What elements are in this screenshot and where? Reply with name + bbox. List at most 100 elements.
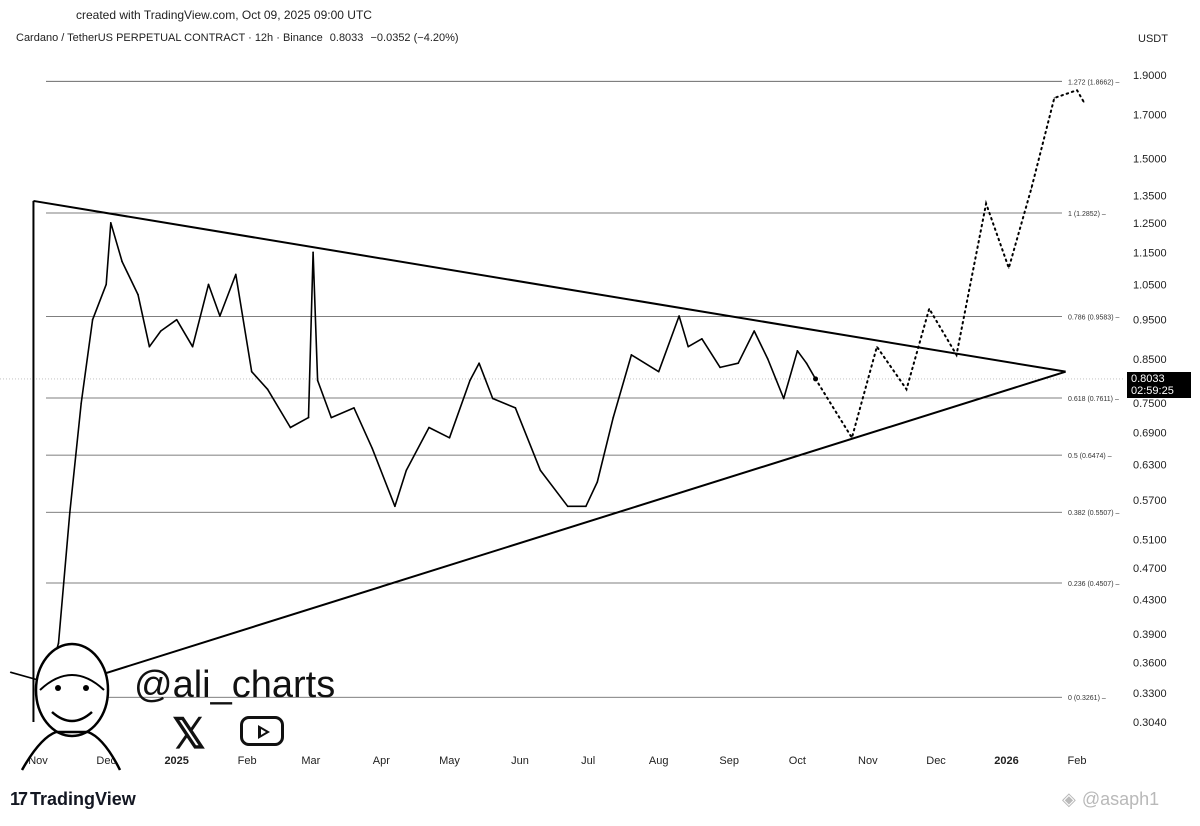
fib-level-label: 0 (0.3261) – — [1068, 695, 1106, 702]
price-point — [767, 358, 769, 360]
price-point — [719, 366, 721, 369]
projection-point — [955, 354, 958, 356]
price-point — [80, 402, 82, 404]
x-tick-label: Jun — [511, 755, 529, 767]
x-tick-label: Feb — [1068, 755, 1087, 767]
x-logo-icon: 𝕏 — [172, 710, 206, 757]
y-tick-label: 1.5000 — [1133, 153, 1167, 165]
y-tick-label: 1.7000 — [1133, 109, 1167, 121]
author-handle: @ali_charts — [134, 664, 336, 706]
fib-level-label: 0.382 (0.5507) – — [1068, 510, 1119, 517]
fib-level-label: 1.272 (1.8662) – — [1068, 79, 1119, 86]
price-point — [469, 379, 471, 382]
fib-level-label: 0.236 (0.4507) – — [1068, 581, 1119, 588]
projection-point — [876, 346, 878, 348]
price-point — [657, 370, 660, 373]
price-point — [312, 251, 314, 254]
price-point — [596, 481, 599, 483]
triangle-lower-line — [42, 370, 1066, 694]
price-point — [585, 505, 587, 508]
y-tick-label: 0.4700 — [1133, 563, 1167, 575]
price-point — [805, 362, 808, 364]
y-tick-label: 0.5700 — [1133, 495, 1167, 507]
projection-point — [1076, 89, 1078, 91]
price-point — [478, 362, 480, 364]
fib-level-label: 0.786 (0.9583) – — [1068, 315, 1119, 322]
x-tick-label: Aug — [649, 755, 669, 767]
projection-point — [928, 308, 930, 310]
triangle-upper-line — [33, 199, 1066, 373]
x-tick-label: 2025 — [164, 755, 188, 767]
x-tick-label: Oct — [789, 755, 806, 767]
y-tick-label: 0.9500 — [1133, 315, 1167, 327]
fib-level-label: 0.5 (0.6474) – — [1068, 453, 1112, 460]
y-tick-label: 0.6300 — [1133, 460, 1167, 472]
x-tick-label: May — [439, 755, 460, 767]
watermark-icon: ◈ — [1062, 789, 1076, 809]
x-tick-label: Apr — [373, 755, 390, 767]
price-point — [428, 426, 430, 429]
price-point — [630, 354, 633, 356]
price-point — [514, 407, 517, 409]
tradingview-logo-text: TradingView — [30, 789, 136, 809]
price-point — [207, 283, 210, 286]
price-point — [137, 293, 139, 296]
y-tick-label: 1.2500 — [1133, 218, 1167, 230]
price-point — [701, 338, 703, 340]
y-tick-label: 0.3900 — [1133, 629, 1167, 641]
symbol-header[interactable]: Cardano / TetherUS PERPETUAL CONTRACT · … — [16, 32, 463, 44]
chart-caption: created with TradingView.com, Oct 09, 20… — [76, 8, 372, 22]
price-point — [678, 315, 680, 317]
x-tick-label: Sep — [719, 755, 739, 767]
price-point — [289, 426, 292, 429]
symbol-label: Cardano / TetherUS PERPETUAL CONTRACT · … — [16, 32, 323, 44]
y-tick-label: 1.1500 — [1133, 247, 1167, 259]
x-tick-label: Nov — [858, 755, 878, 767]
currency-label[interactable]: USDT — [1138, 33, 1168, 45]
tradingview-logo[interactable]: 17 TradingView — [10, 789, 136, 810]
price-point — [91, 318, 94, 321]
price-point — [448, 436, 451, 439]
tradingview-mark-icon: 17 — [10, 789, 28, 809]
y-tick-label: 1.3500 — [1133, 191, 1167, 203]
x-tick-label: Dec — [926, 755, 946, 767]
price-point — [687, 345, 690, 348]
price-point — [191, 345, 194, 348]
fib-level-label: 1 (1.2852) – — [1068, 211, 1106, 218]
projection-point — [1030, 187, 1033, 189]
fib-level-label: 0.618 (0.7611) – — [1068, 396, 1119, 403]
price-point — [219, 315, 221, 317]
y-tick-label: 1.0500 — [1133, 279, 1167, 291]
price-point — [105, 283, 108, 286]
watermark-text: @asaph1 — [1081, 789, 1160, 809]
price-point — [109, 222, 112, 224]
price-point — [491, 397, 494, 400]
price-point — [330, 416, 333, 419]
y-tick-label: 0.3600 — [1133, 657, 1167, 669]
price-point — [612, 416, 615, 419]
bar-countdown: 02:59:25 — [1131, 385, 1174, 397]
price-point — [405, 469, 408, 472]
y-tick-label: 0.5100 — [1133, 534, 1167, 546]
price-point — [9, 671, 12, 674]
price-point — [353, 407, 355, 409]
author-avatar-illustration — [20, 642, 122, 771]
price-point — [753, 330, 755, 332]
projection-point — [905, 388, 908, 390]
projection-path — [814, 88, 1085, 441]
price-point — [69, 511, 71, 514]
x-tick-label: 2026 — [994, 755, 1018, 767]
x-tick-label: Mar — [301, 755, 320, 767]
youtube-icon — [240, 716, 284, 746]
price-point — [175, 318, 178, 321]
current-price-tag: 0.8033 02:59:25 — [1127, 372, 1191, 398]
price-point — [782, 397, 785, 400]
x-tick-label: Jul — [581, 755, 595, 767]
projection-point — [1053, 97, 1055, 99]
price-point — [234, 273, 237, 276]
price-point — [316, 379, 319, 382]
projection-point — [1008, 267, 1010, 269]
price-point — [159, 330, 162, 332]
price-change: −0.0352 (−4.20%) — [370, 32, 459, 44]
